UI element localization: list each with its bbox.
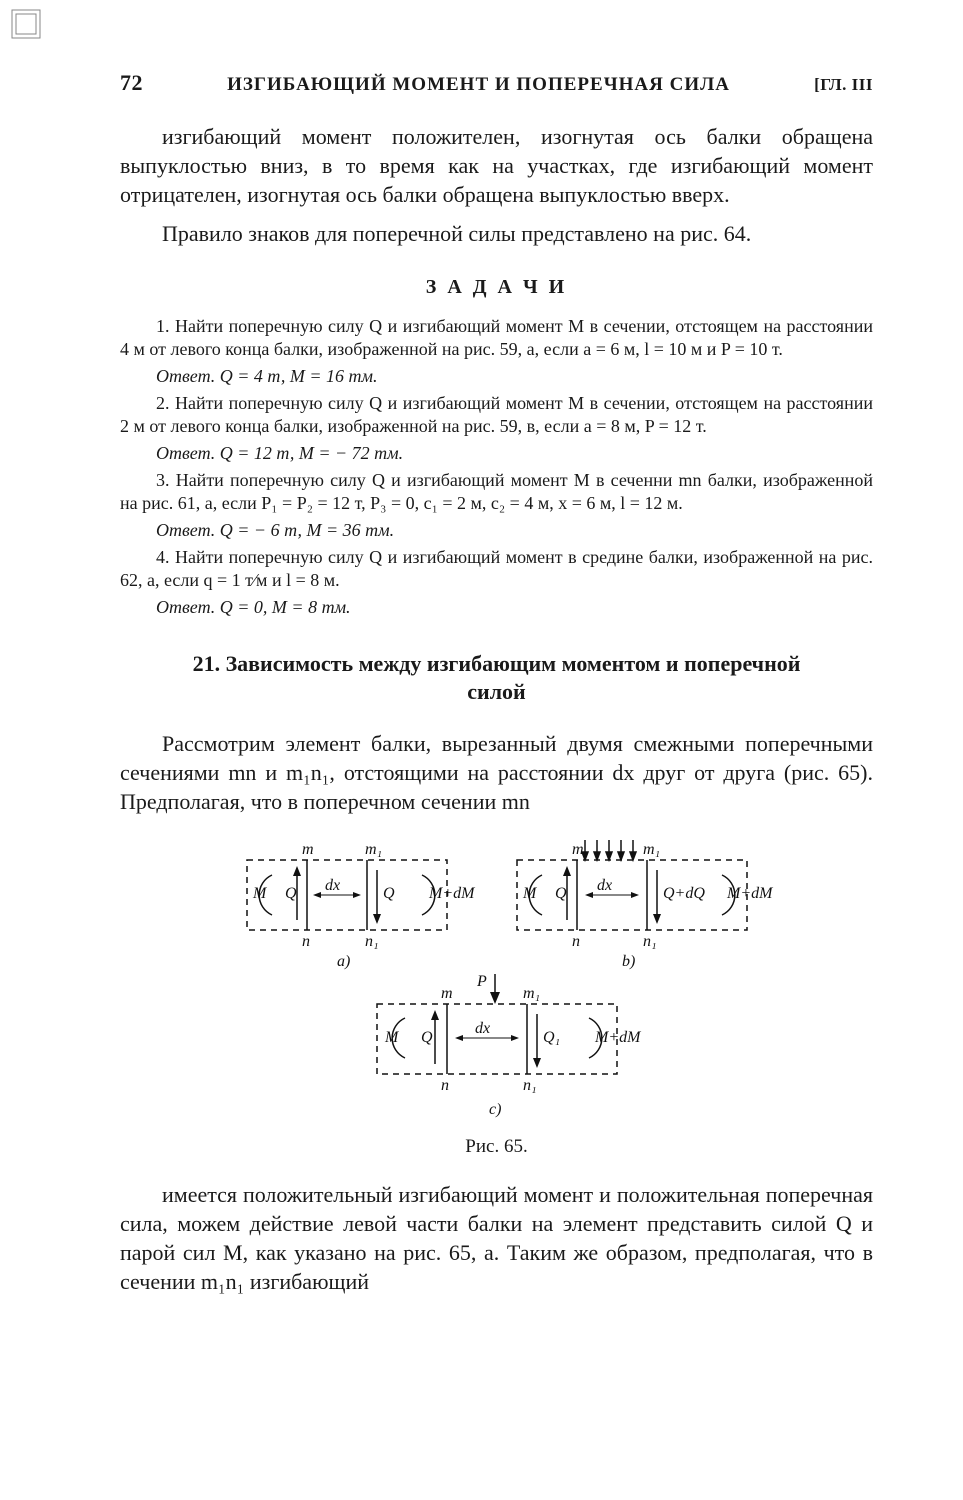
page: 72 ИЗГИБАЮЩИЙ МОМЕНТ И ПОПЕРЕЧНАЯ СИЛА [… xyxy=(0,0,963,1500)
fig-label: dx xyxy=(475,1020,490,1037)
page-number: 72 xyxy=(120,70,143,96)
figure-caption: Рис. 65. xyxy=(120,1136,873,1158)
figure-65: m m₁ n n₁ M Q dx Q M+dM а) xyxy=(217,830,777,1130)
fig-label: M+dM xyxy=(428,885,476,902)
section-title: 21. Зависимость между изгибающим моменто… xyxy=(180,650,813,707)
fig-label: P xyxy=(476,973,487,990)
fig-label: dx xyxy=(597,877,612,894)
fig-label: m₁ xyxy=(365,841,382,858)
problems-heading: З А Д А Ч И xyxy=(120,276,873,299)
fig-label: M+dM xyxy=(726,885,774,902)
chapter-mark: [ГЛ. III xyxy=(814,75,873,95)
problem-answer: Ответ. Q = 4 т, M = 16 тм. xyxy=(120,365,873,388)
problem-text: 2. Найти поперечную силу Q и изгибающий … xyxy=(120,392,873,438)
fig-label: b) xyxy=(622,953,635,970)
fig-label: n xyxy=(441,1077,449,1094)
fig-label: Q xyxy=(421,1029,433,1046)
fig-label: n₁ xyxy=(643,933,657,950)
fig-label: Q₁ xyxy=(543,1029,560,1046)
fig-label: Q xyxy=(285,885,297,902)
header-title: ИЗГИБАЮЩИЙ МОМЕНТ И ПОПЕРЕЧНАЯ СИЛА xyxy=(227,74,730,96)
scan-corner-mark xyxy=(8,6,48,46)
fig-label: M xyxy=(252,885,268,902)
problem-text: 1. Найти поперечную силу Q и изгибающий … xyxy=(120,315,873,361)
fig-label: n xyxy=(302,933,310,950)
fig-label: n₁ xyxy=(365,933,379,950)
paragraph: изгибающий момент положителен, изогнутая… xyxy=(120,122,873,209)
running-head: 72 ИЗГИБАЮЩИЙ МОМЕНТ И ПОПЕРЕЧНАЯ СИЛА [… xyxy=(120,70,873,96)
fig-label: а) xyxy=(337,953,350,970)
problem-text: 3. Найти поперечную силу Q и изгибающий … xyxy=(120,469,873,515)
fig-label: n₁ xyxy=(523,1077,537,1094)
fig-label: m xyxy=(441,985,453,1002)
paragraph: Правило знаков для поперечной силы предс… xyxy=(120,219,873,248)
problem-text: 4. Найти поперечную силу Q и изгибающий … xyxy=(120,546,873,592)
problem-answer: Ответ. Q = 0, M = 8 тм. xyxy=(120,596,873,619)
paragraph: Рассмотрим элемент балки, вырезанный дву… xyxy=(120,729,873,816)
problem-answer: Ответ. Q = − 6 т, M = 36 тм. xyxy=(120,519,873,542)
fig-label: m xyxy=(302,841,314,858)
fig-label: Q+dQ xyxy=(663,885,705,902)
fig-label: M xyxy=(384,1029,400,1046)
fig-label: Q xyxy=(383,885,395,902)
fig-label: m₁ xyxy=(523,985,540,1002)
fig-label: с) xyxy=(489,1101,501,1118)
problems-block: 1. Найти поперечную силу Q и изгибающий … xyxy=(120,315,873,619)
fig-label: M xyxy=(522,885,538,902)
fig-label: n xyxy=(572,933,580,950)
fig-label: m₁ xyxy=(643,841,660,858)
fig-label: dx xyxy=(325,877,340,894)
fig-label: m xyxy=(572,841,584,858)
fig-label: Q xyxy=(555,885,567,902)
paragraph: имеется положительный изгибающий момент … xyxy=(120,1180,873,1296)
problem-answer: Ответ. Q = 12 т, M = − 72 тм. xyxy=(120,442,873,465)
fig-label: M+dM xyxy=(594,1029,642,1046)
